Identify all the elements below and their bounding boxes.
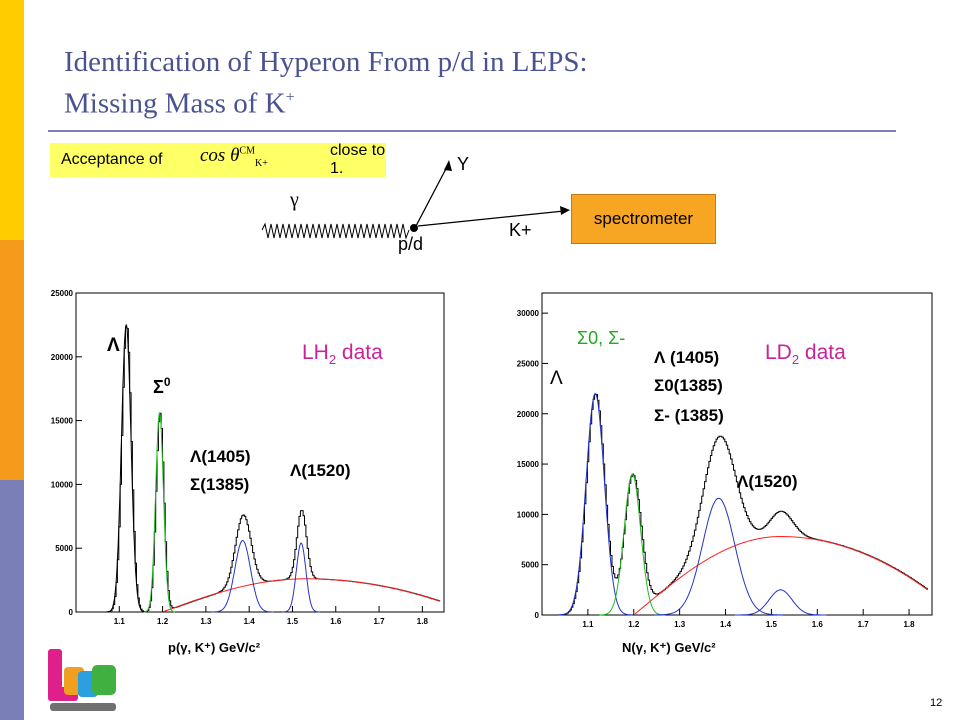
lh2-peak-fit — [107, 323, 146, 613]
lh2-xtick-label: 1.4 — [244, 617, 256, 625]
lh2-ytick-label: 25000 — [51, 289, 74, 298]
ld2-xlabel: N(γ, K⁺) GeV/c² — [622, 640, 716, 655]
ld2-sigma-pair-label: Σ0, Σ- — [577, 328, 626, 348]
sidebar-block-purple — [0, 480, 24, 720]
ld2-ytick-label: 5000 — [521, 561, 539, 570]
lh2-xlabel: p(γ, K⁺) GeV/c² — [168, 640, 261, 655]
lh2-ytick-label: 10000 — [51, 480, 74, 489]
lh2-xtick-label: 1.6 — [330, 617, 342, 625]
y-label: Y — [457, 154, 470, 174]
ld2-peak-fit — [654, 497, 783, 616]
lh2-background-fit — [163, 578, 440, 612]
lh2-peak-fit — [282, 542, 321, 613]
lh2-xtick-label: 1.3 — [200, 617, 212, 625]
lh2-frame — [75, 292, 445, 613]
lh2-l1405-label: Λ(1405) — [190, 447, 251, 466]
k-arrow — [417, 210, 565, 227]
ld2-mass-plot: 1.1 1.2 1.3 1.4 1.5 1.6 1.7 1.8 0 5000 10000 15000 2… — [517, 292, 933, 629]
ld2-peak-fit — [558, 392, 632, 616]
lh2-mass-plot: 1.1 1.2 1.3 1.4 1.5 1.6 1.7 1.8 0 5000 10000 15000 2… — [51, 289, 445, 625]
acceptance-suffix: close to 1. — [330, 142, 386, 177]
target-label: p/d — [398, 234, 424, 254]
lh2-xtick-label: 1.1 — [114, 617, 126, 625]
acceptance-prefix: Acceptance of — [61, 151, 163, 168]
title-underline — [48, 130, 896, 132]
lh2-data-label: LH2 data — [302, 341, 383, 368]
leps-logo — [48, 649, 116, 711]
slide-title: Identification of Hyperon From p/d in LE… — [64, 44, 588, 122]
ld2-sm-1385-label: Σ- (1385) — [654, 406, 724, 425]
ld2-xtick-label: 1.4 — [720, 620, 732, 629]
acceptance-box: Acceptance of cos θCMK+ close to 1. — [50, 142, 386, 177]
lh2-s1385-label: Σ(1385) — [190, 475, 250, 494]
ld2-background-fit — [634, 536, 928, 615]
photon-wave — [261, 222, 410, 240]
k-label: K+ — [509, 220, 532, 240]
lh2-xtick-label: 1.8 — [417, 617, 429, 625]
lh2-lambda-label: Λ — [107, 335, 120, 356]
ld2-peak-fit — [599, 473, 666, 616]
lh2-l1520-label: Λ(1520) — [290, 461, 351, 480]
ld2-ytick-label: 20000 — [517, 410, 540, 419]
sidebar-block-yellow — [0, 0, 24, 240]
page-number: 12 — [930, 697, 943, 709]
ld2-xtick-label: 1.5 — [766, 620, 778, 629]
k-arrowhead — [560, 206, 570, 215]
ld2-s0-1385-label: Σ0(1385) — [654, 376, 723, 395]
ld2-l1520-label: Λ(1520) — [737, 472, 798, 491]
y-arrowhead — [444, 160, 452, 171]
lh2-peak-fit — [144, 411, 176, 613]
ld2-xtick-label: 1.3 — [674, 620, 686, 629]
lh2-ytick-label: 0 — [69, 608, 74, 617]
lh2-xtick-label: 1.7 — [373, 617, 385, 625]
lh2-ytick-label: 15000 — [51, 417, 74, 426]
title-line-2: Missing Mass of K+ — [64, 87, 295, 120]
target-dot — [410, 224, 418, 232]
lh2-xtick-label: 1.5 — [287, 617, 299, 625]
ld2-xtick-label: 1.1 — [582, 620, 594, 629]
ld2-xtick-label: 1.6 — [812, 620, 824, 629]
lh2-xtick-label: 1.2 — [157, 617, 169, 625]
lh2-sigma0-label: Σ0 — [153, 375, 171, 397]
lh2-ytick-label: 20000 — [51, 353, 74, 362]
acceptance-math: cos θCMK+ — [200, 145, 268, 169]
ld2-xtick-label: 1.2 — [628, 620, 640, 629]
lh2-data-histogram — [84, 326, 441, 613]
sidebar-block-orange — [0, 240, 24, 480]
ld2-xtick-label: 1.8 — [903, 620, 915, 629]
lh2-peak-fit — [211, 539, 274, 613]
ld2-ytick-label: 10000 — [517, 510, 540, 519]
title-line-1: Identification of Hyperon From p/d in LE… — [64, 46, 588, 78]
ld2-ytick-label: 30000 — [517, 309, 540, 318]
ld2-ytick-label: 25000 — [517, 359, 540, 368]
ld2-data-label: LD2 data — [765, 341, 846, 368]
ld2-ytick-label: 15000 — [517, 460, 540, 469]
spectrometer-box: spectrometer — [571, 194, 716, 244]
y-arrow — [415, 162, 450, 227]
ld2-ytick-label: 0 — [535, 611, 540, 620]
ld2-data-histogram — [551, 393, 928, 616]
lh2-ytick-label: 5000 — [55, 544, 73, 553]
slide-sidebar — [0, 0, 24, 720]
ld2-l1405-label: Λ (1405) — [654, 348, 720, 367]
ld2-xtick-label: 1.7 — [858, 620, 870, 629]
ld2-peak-fit — [734, 589, 827, 616]
gamma-label: γ — [290, 189, 299, 211]
ld2-lambda-label: Λ — [550, 368, 563, 389]
